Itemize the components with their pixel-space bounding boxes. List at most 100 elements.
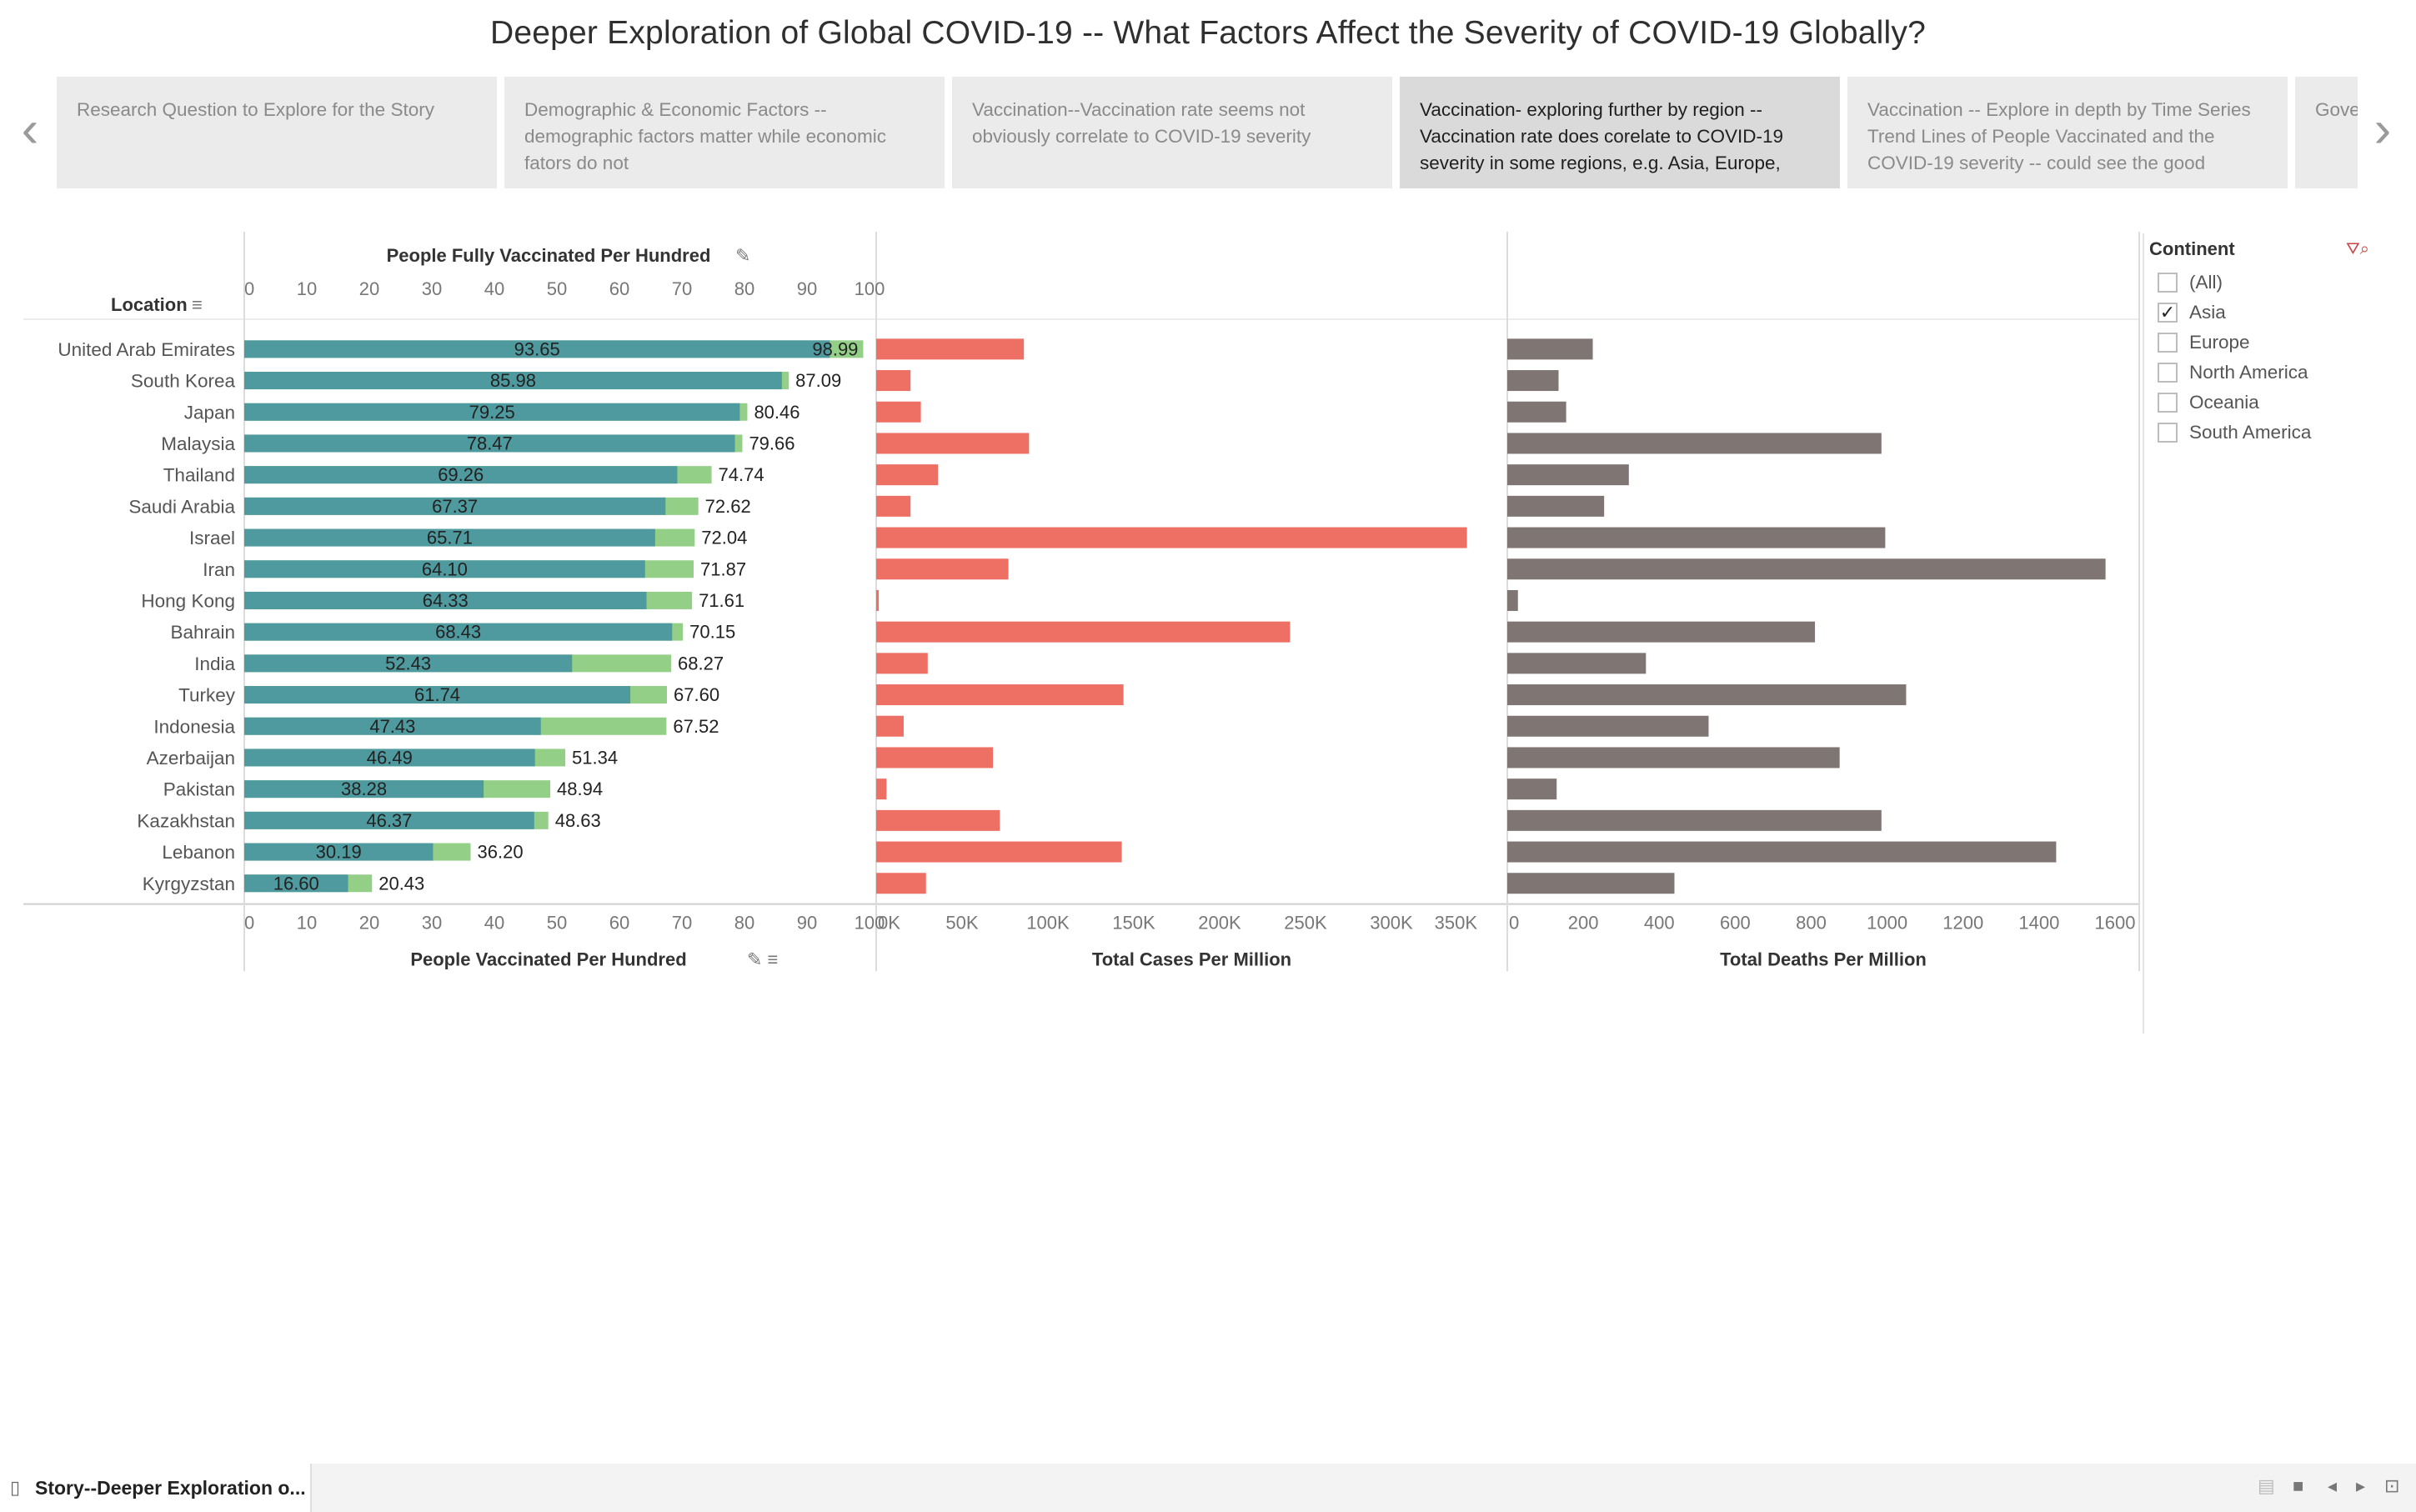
filmstrip-view-icon[interactable]: ■: [2293, 1475, 2304, 1496]
cases-bar: [876, 370, 911, 392]
cases-bar: [876, 621, 1291, 643]
bottom-tick-label: 0K: [878, 913, 900, 934]
bottom-tick-label: 40: [484, 913, 504, 934]
location-label: Kazakhstan: [137, 810, 235, 831]
top-tick-label: 90: [797, 278, 817, 299]
bottom-tick-label: 50: [547, 913, 567, 934]
top-tick-label: 80: [734, 278, 754, 299]
location-label: South Korea: [131, 371, 236, 392]
location-label: United Arab Emirates: [58, 339, 235, 360]
checkbox-icon[interactable]: [2158, 333, 2178, 353]
story-point-6[interactable]: Gove meas seve: [2295, 77, 2358, 188]
location-label: Hong Kong: [141, 590, 235, 611]
bottom-tick-label: 300K: [1370, 913, 1413, 934]
cases-bar: [876, 558, 1009, 580]
grid-view-icon[interactable]: ▤: [2258, 1475, 2275, 1496]
fully-vaccinated-bar: [244, 748, 535, 767]
row-header-location: Location: [111, 294, 188, 315]
previous-story-point-arrow-icon[interactable]: ‹: [21, 101, 39, 158]
fully-vaccinated-bar: [244, 466, 678, 484]
checkbox-icon[interactable]: [2158, 273, 2178, 293]
fully-vaccinated-value-label: 30.19: [316, 842, 362, 863]
sheet-tab-story[interactable]: ▯ Story--Deeper Exploration o...: [0, 1464, 312, 1512]
deaths-bar: [1507, 370, 1559, 392]
filter-menu-icon[interactable]: ⛛⌕: [2346, 240, 2369, 258]
deaths-bar: [1507, 338, 1593, 360]
fully-vaccinated-bar: [244, 623, 673, 641]
checkbox-icon[interactable]: [2158, 393, 2178, 413]
filter-option-label: Oceania: [2189, 392, 2259, 413]
fully-vaccinated-bar: [244, 560, 645, 578]
scroll-left-icon[interactable]: ◂: [2328, 1475, 2338, 1496]
vaccinated-value-label: 72.62: [705, 496, 751, 517]
deaths-bar: [1507, 527, 1886, 548]
top-tick-label: 40: [484, 278, 504, 299]
bottom-tick-label: 400: [1644, 913, 1675, 934]
fully-vaccinated-value-label: 69.26: [438, 464, 484, 485]
bottom-tick-label: 200K: [1198, 913, 1241, 934]
pin-icon: ✎: [735, 245, 750, 266]
vaccinated-value-label: 67.52: [673, 716, 719, 737]
story-point-2[interactable]: Demographic & Economic Factors -- demogr…: [504, 77, 948, 188]
top-tick-label: 30: [422, 278, 442, 299]
checkbox-icon[interactable]: [2158, 363, 2178, 383]
bottom-tick-label: 100: [855, 913, 885, 934]
scroll-right-icon[interactable]: ▸: [2356, 1475, 2366, 1496]
cases-bar: [876, 653, 928, 674]
checkbox-icon[interactable]: [2158, 423, 2178, 443]
location-label: Thailand: [163, 465, 235, 486]
presentation-mode-icon[interactable]: ⊡: [2384, 1475, 2400, 1496]
location-label: India: [194, 653, 235, 674]
bottom-tick-label: 150K: [1112, 913, 1155, 934]
fully-vaccinated-value-label: 93.65: [514, 338, 560, 359]
location-label: Turkey: [178, 685, 236, 706]
bottom-tick-label: 800: [1796, 913, 1827, 934]
deaths-bar: [1507, 747, 1840, 769]
bottom-tick-label: 350K: [1435, 913, 1478, 934]
top-tick-label: 10: [297, 278, 317, 299]
vaccinated-value-label: 87.09: [795, 370, 841, 391]
vaccinated-value-label: 48.94: [557, 779, 603, 799]
story-title: Deeper Exploration of Global COVID-19 --…: [490, 15, 1926, 51]
fully-vaccinated-bar: [244, 780, 484, 799]
fully-vaccinated-value-label: 67.37: [432, 496, 478, 517]
cases-bar: [876, 873, 926, 894]
fully-vaccinated-bar: [244, 654, 573, 673]
fully-vaccinated-bar: [244, 372, 782, 390]
top-tick-label: 50: [547, 278, 567, 299]
vaccinated-value-label: 79.66: [749, 433, 794, 453]
next-story-point-arrow-icon[interactable]: ›: [2373, 101, 2392, 158]
fully-vaccinated-value-label: 16.60: [273, 873, 319, 894]
filter-option-label: (All): [2189, 272, 2223, 293]
bottom-tick-label: 1400: [2018, 913, 2059, 934]
sort-icon: ≡: [192, 294, 203, 315]
cases-bar: [876, 684, 1124, 706]
bottom-axis-title: Total Cases Per Million: [1092, 949, 1291, 970]
checkbox-checked-icon[interactable]: ✓: [2158, 303, 2178, 323]
fully-vaccinated-value-label: 78.47: [467, 433, 513, 453]
deaths-bar: [1507, 433, 1882, 454]
vaccinated-value-label: 36.20: [478, 842, 524, 863]
location-label: Kyrgyzstan: [143, 874, 235, 894]
top-tick-label: 20: [359, 278, 379, 299]
location-label: Pakistan: [163, 779, 235, 800]
cases-bar: [876, 715, 904, 737]
story-point-4[interactable]: Vaccination- exploring further by region…: [1400, 77, 1843, 188]
cases-bar: [876, 338, 1025, 360]
location-label: Bahrain: [170, 622, 235, 643]
deaths-bar: [1507, 495, 1605, 517]
vaccinated-value-label: 71.87: [700, 558, 746, 579]
story-point-3[interactable]: Vaccination--Vaccination rate seems not …: [952, 77, 1396, 188]
story-point-1[interactable]: Research Question to Explore for the Sto…: [57, 77, 500, 188]
vaccinated-value-label: 71.61: [699, 590, 744, 611]
bottom-tick-label: 250K: [1284, 913, 1327, 934]
bottom-toolbar: ▯ Story--Deeper Exploration o... ▤ ■ ◂ ▸…: [0, 1464, 2416, 1512]
deaths-bar: [1507, 621, 1816, 643]
fully-vaccinated-bar: [244, 591, 647, 609]
story-point-5[interactable]: Vaccination -- Explore in depth by Time …: [1847, 77, 2291, 188]
bottom-tick-label: 1600: [2095, 913, 2136, 934]
bottom-tick-label: 10: [297, 913, 317, 934]
fully-vaccinated-value-label: 64.10: [422, 558, 468, 579]
vaccinated-value-label: 74.74: [719, 464, 764, 485]
bottom-tick-label: 1000: [1867, 913, 1907, 934]
